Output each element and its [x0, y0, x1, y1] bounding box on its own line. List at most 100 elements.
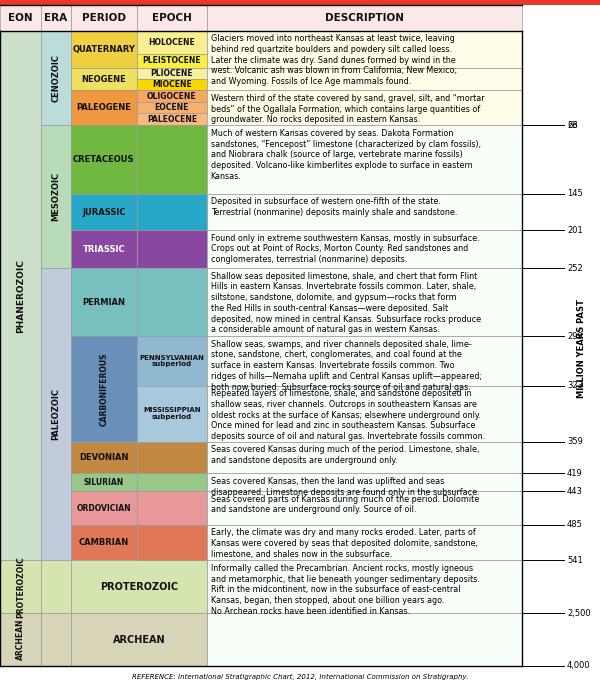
- Text: QUATERNARY: QUATERNARY: [73, 44, 135, 54]
- Bar: [137, 230, 207, 268]
- Bar: [41, 31, 71, 126]
- Text: NEOGENE: NEOGENE: [82, 74, 126, 83]
- Bar: [71, 442, 137, 473]
- Bar: [71, 613, 207, 666]
- Text: DEVONIAN: DEVONIAN: [79, 453, 128, 462]
- Text: Seas covered parts of Kansas during much of the period. Dolomite
and sandstone a: Seas covered parts of Kansas during much…: [211, 494, 479, 514]
- Text: 23: 23: [567, 121, 578, 130]
- Bar: [71, 473, 137, 491]
- Text: OLIGOCENE: OLIGOCENE: [147, 92, 197, 100]
- Bar: [137, 113, 207, 126]
- Bar: [137, 68, 207, 79]
- Text: MESOZOIC: MESOZOIC: [52, 172, 60, 221]
- Text: EON: EON: [8, 13, 33, 23]
- Text: 201: 201: [567, 225, 583, 235]
- Bar: [207, 561, 522, 613]
- Text: 323: 323: [567, 381, 583, 390]
- Bar: [71, 336, 137, 442]
- Text: ERA: ERA: [44, 13, 67, 23]
- Bar: [0, 31, 41, 561]
- Bar: [71, 194, 137, 230]
- Bar: [41, 5, 71, 31]
- Bar: [137, 268, 207, 336]
- Bar: [207, 613, 522, 666]
- Text: MIOCENE: MIOCENE: [152, 80, 192, 89]
- Bar: [71, 491, 137, 525]
- Text: PLEISTOCENE: PLEISTOCENE: [143, 56, 201, 65]
- Bar: [41, 613, 71, 666]
- Text: Shallow seas, swamps, and river channels deposited shale, lime-
stone, sandstone: Shallow seas, swamps, and river channels…: [211, 339, 482, 391]
- Text: CENOZOIC: CENOZOIC: [52, 54, 60, 102]
- Bar: [137, 491, 207, 525]
- Bar: [207, 386, 522, 442]
- Text: CAMBRIAN: CAMBRIAN: [79, 538, 129, 547]
- Text: EPOCH: EPOCH: [152, 13, 192, 23]
- Bar: [207, 230, 522, 268]
- Text: MILLION YEARS PAST: MILLION YEARS PAST: [577, 299, 587, 398]
- Text: PENNSYLVANIAN
subperiod: PENNSYLVANIAN subperiod: [139, 354, 205, 367]
- Text: 4,000: 4,000: [567, 661, 590, 671]
- Text: 299: 299: [567, 332, 583, 341]
- Text: SILURIAN: SILURIAN: [83, 478, 124, 487]
- Text: EOCENE: EOCENE: [155, 102, 189, 112]
- Bar: [71, 5, 137, 31]
- Text: PALEOZOIC: PALEOZOIC: [52, 389, 60, 441]
- Bar: [137, 31, 207, 53]
- Bar: [41, 268, 71, 561]
- Bar: [207, 473, 522, 491]
- Bar: [41, 561, 71, 613]
- Bar: [207, 491, 522, 525]
- Text: Seas covered Kansas during much of the period. Limestone, shale,
and sandstone d: Seas covered Kansas during much of the p…: [211, 445, 479, 465]
- Bar: [207, 5, 522, 31]
- Bar: [137, 5, 207, 31]
- Text: 419: 419: [567, 469, 583, 478]
- Text: JURASSIC: JURASSIC: [82, 208, 125, 217]
- Bar: [137, 90, 207, 102]
- Bar: [0, 0, 600, 5]
- Text: TRIASSIC: TRIASSIC: [82, 245, 125, 254]
- Text: 252: 252: [567, 264, 583, 273]
- Bar: [207, 194, 522, 230]
- Bar: [71, 525, 137, 561]
- Text: PLIOCENE: PLIOCENE: [151, 69, 193, 78]
- Bar: [0, 561, 41, 613]
- Bar: [71, 268, 137, 336]
- Text: 145: 145: [567, 189, 583, 199]
- Text: PALEOCENE: PALEOCENE: [147, 115, 197, 124]
- Bar: [207, 442, 522, 473]
- Text: 66: 66: [567, 121, 578, 130]
- Bar: [71, 561, 207, 613]
- Text: Found only in extreme southwestern Kansas, mostly in subsurface.
Crops out at Po: Found only in extreme southwestern Kansa…: [211, 234, 479, 264]
- Bar: [0, 613, 41, 666]
- Text: MISSISSIPPIAN
subperiod: MISSISSIPPIAN subperiod: [143, 407, 201, 420]
- Bar: [207, 336, 522, 386]
- Bar: [71, 90, 137, 126]
- Bar: [137, 53, 207, 68]
- Text: PROTEROZOIC: PROTEROZOIC: [100, 582, 178, 592]
- Bar: [71, 31, 137, 68]
- Text: ARCHEAN: ARCHEAN: [16, 619, 25, 660]
- Text: Much of western Kansas covered by seas. Dakota Formation
sandstones, “Fencepost”: Much of western Kansas covered by seas. …: [211, 129, 481, 181]
- Bar: [0, 5, 41, 31]
- Text: PHANEROZOIC: PHANEROZOIC: [16, 259, 25, 333]
- Bar: [207, 90, 522, 126]
- Text: PROTEROZOIC: PROTEROZOIC: [16, 556, 25, 617]
- Bar: [207, 31, 522, 68]
- Bar: [71, 230, 137, 268]
- Text: PERIOD: PERIOD: [82, 13, 126, 23]
- Text: PALEOGENE: PALEOGENE: [76, 103, 131, 113]
- Bar: [137, 194, 207, 230]
- Bar: [207, 68, 522, 90]
- Bar: [71, 68, 137, 90]
- Bar: [71, 126, 137, 194]
- Bar: [207, 268, 522, 336]
- Bar: [137, 525, 207, 561]
- Text: CRETACEOUS: CRETACEOUS: [73, 155, 134, 164]
- Text: REFERENCE: International Stratigraphic Chart, 2012, International Commission on : REFERENCE: International Stratigraphic C…: [132, 674, 468, 680]
- Bar: [137, 473, 207, 491]
- Text: Shallow seas deposited limestone, shale, and chert that form Flint
Hills in east: Shallow seas deposited limestone, shale,…: [211, 272, 481, 335]
- Text: Early, the climate was dry and many rocks eroded. Later, parts of
Kansas were co: Early, the climate was dry and many rock…: [211, 529, 478, 559]
- Text: Repeated layers of limestone, shale, and sandstone deposited in
shallow seas, ri: Repeated layers of limestone, shale, and…: [211, 389, 485, 441]
- Text: Western third of the state covered by sand, gravel, silt, and “mortar
beds” of t: Western third of the state covered by sa…: [211, 94, 484, 124]
- Bar: [207, 525, 522, 561]
